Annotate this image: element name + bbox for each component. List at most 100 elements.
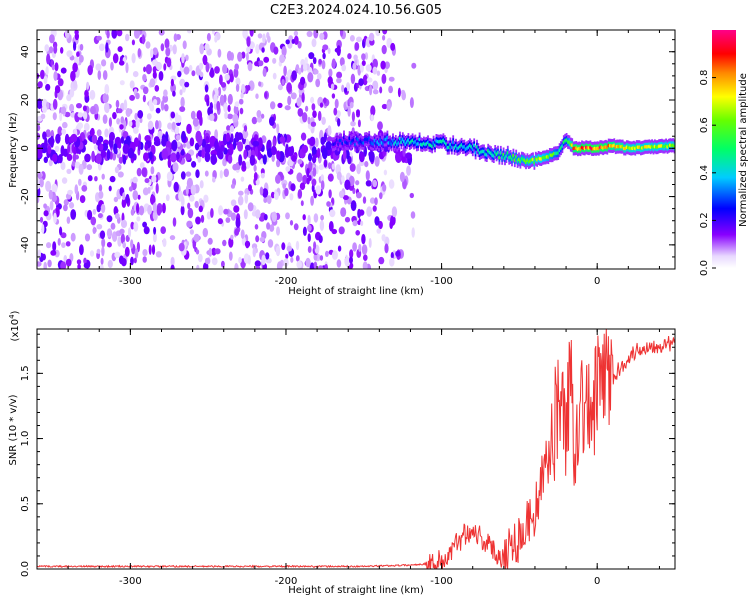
noise-speckle [190,110,196,120]
noise-speckle [98,190,104,199]
noise-speckle [261,254,266,266]
noise-speckle [238,154,243,166]
x-tick-label: 0 [594,576,600,587]
noise-speckle [183,142,186,148]
noise-speckle [41,105,48,113]
noise-speckle [295,255,300,262]
noise-speckle [174,126,180,135]
noise-speckle [255,44,260,54]
noise-speckle [297,67,302,75]
noise-speckle [356,163,361,175]
noise-speckle [201,149,205,159]
noise-speckle [300,200,304,207]
noise-speckle [155,251,162,258]
noise-speckle [119,228,125,235]
noise-speckle [123,99,128,111]
noise-speckle [349,249,354,259]
noise-speckle [230,212,237,221]
noise-speckle [306,177,310,185]
noise-speckle [257,151,262,161]
noise-speckle [342,195,349,201]
noise-speckle [110,61,114,71]
noise-speckle [306,168,310,178]
noise-speckle [37,124,41,132]
noise-speckle [226,125,231,132]
noise-speckle [186,123,192,134]
noise-speckle [374,216,380,226]
noise-speckle [195,130,202,143]
noise-speckle [275,174,281,184]
noise-speckle [253,172,258,181]
track-core [433,143,437,148]
noise-speckle [152,66,157,74]
noise-speckle [145,64,152,75]
noise-speckle [109,131,115,142]
noise-speckle [229,125,235,133]
noise-speckle [365,180,372,187]
noise-speckle [282,183,287,190]
noise-speckle [192,239,197,249]
noise-speckle [303,63,308,72]
noise-speckle [102,70,108,81]
noise-speckle [262,67,267,77]
noise-speckle [112,112,117,120]
noise-speckle [59,112,63,122]
noise-speckle [314,137,319,148]
noise-speckle [101,246,105,257]
noise-speckle [150,194,156,205]
noise-speckle [137,194,141,200]
noise-speckle [301,92,305,103]
noise-speckle [90,106,96,115]
noise-speckle [136,216,141,222]
noise-speckle [96,224,103,230]
noise-speckle [227,104,231,113]
noise-speckle [162,238,167,248]
noise-speckle [133,137,139,148]
noise-speckle [225,132,231,142]
noise-speckle [170,256,175,267]
noise-speckle [152,210,158,221]
noise-speckle [180,205,185,216]
noise-speckle [328,221,334,232]
noise-speckle [79,43,84,51]
noise-speckle [253,164,257,172]
noise-speckle [262,33,266,44]
spectrogram-y-ticks: -40 -20 0 20 40 [20,39,675,270]
noise-speckle [302,174,308,185]
noise-speckle [363,254,368,261]
noise-speckle [234,63,239,71]
track-core [502,152,505,157]
noise-speckle [65,241,71,247]
noise-speckle [119,124,124,130]
noise-speckle [37,249,41,258]
noise-speckle [67,189,73,195]
noise-speckle [391,206,398,218]
noise-speckle [223,168,229,178]
noise-speckle [207,237,213,245]
noise-speckle [372,205,377,212]
noise-speckle [162,94,169,103]
noise-speckle [372,179,378,188]
noise-speckle [344,216,351,223]
noise-speckle [143,226,150,235]
noise-speckle [388,76,395,82]
noise-speckle [155,120,159,130]
y-tick-label: 1.0 [20,431,31,447]
noise-speckle [203,194,209,203]
noise-speckle [309,262,315,269]
noise-speckle [204,143,211,154]
noise-speckle [302,226,307,236]
noise-speckle [43,210,49,217]
noise-speckle [76,259,82,265]
noise-speckle [95,153,102,165]
noise-speckle [64,133,70,145]
noise-speckle [247,254,251,265]
noise-speckle [342,149,347,161]
track-core [407,138,410,142]
noise-speckle [372,80,379,91]
noise-speckle [264,91,268,99]
y-tick-label: 0.0 [20,561,31,577]
noise-speckle [189,229,194,235]
noise-speckle [336,259,342,268]
noise-speckle [189,137,195,147]
